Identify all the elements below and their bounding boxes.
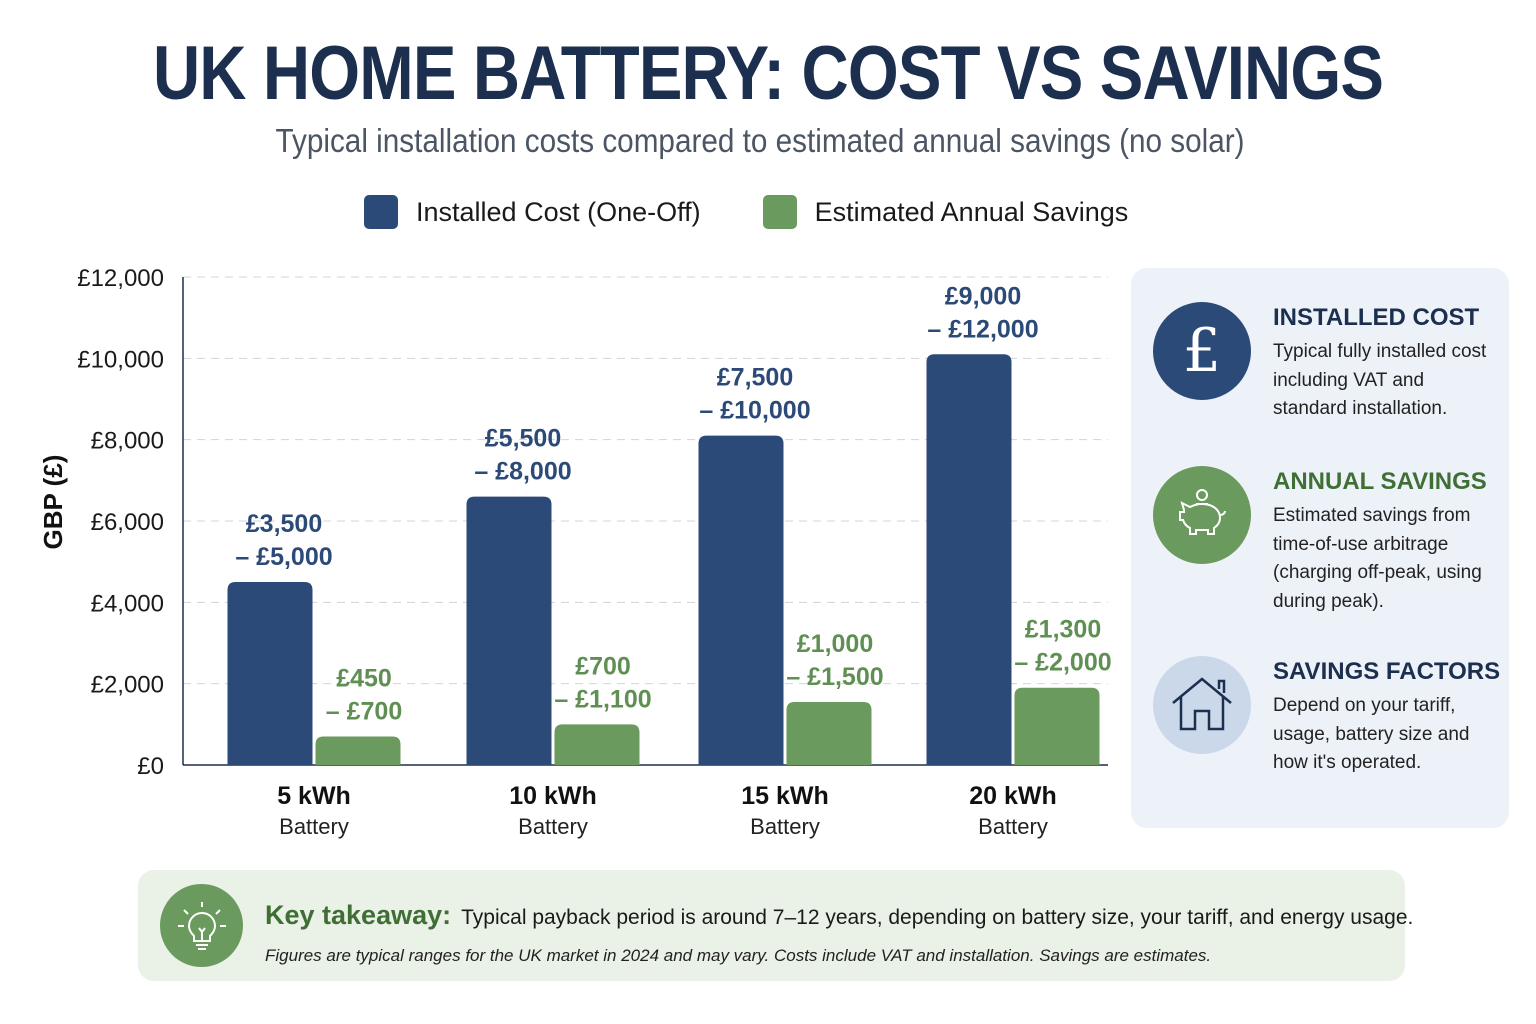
info-savings-factors: SAVINGS FACTORS Depend on your tariff, us… [1153,656,1503,778]
info-title: SAVINGS FACTORS [1273,658,1501,685]
x-tick-label: 15 kWh [741,782,829,810]
y-tick-label: £10,000 [77,346,164,373]
legend-swatch-cost [364,195,398,229]
legend-item-savings: Estimated Annual Savings [762,195,1129,229]
info-title: INSTALLED COST [1273,304,1480,331]
savings-data-label: – £700 [326,698,402,726]
x-tick-label: 20 kWh [969,782,1057,810]
info-text: Depend on your tariff, usage, battery si… [1273,695,1470,773]
cost-data-label: – £10,000 [699,397,810,425]
takeaway-body: Typical payback period is around 7–12 ye… [461,906,1414,929]
y-tick-label: £0 [137,753,164,780]
cost-data-label: £3,500 [246,510,322,538]
key-takeaway-box: Key takeaway: Typical payback period is a… [138,870,1413,981]
y-tick-label: £6,000 [91,509,164,536]
legend-item-cost: Installed Cost (One-Off) [364,195,701,229]
info-installed-cost: £ INSTALLED COST Typical fully installed … [1153,302,1503,424]
savings-bar [315,736,401,765]
x-tick-sublabel: Battery [279,814,349,839]
cost-data-label: £5,500 [485,425,561,453]
pound-icon: £ [1153,302,1251,400]
y-tick-label: £4,000 [91,590,164,617]
takeaway-note: Figures are typical ranges for the UK ma… [265,946,1212,965]
savings-data-label: – £1,100 [554,685,651,713]
cost-data-label: £7,500 [717,364,793,392]
x-tick-sublabel: Battery [978,814,1048,839]
y-tick-label: £12,000 [77,265,164,292]
legend-label-savings: Estimated Annual Savings [814,196,1129,227]
info-annual-savings: ANNUAL SAVINGS Estimated savings from tim… [1153,466,1503,616]
cost-bar [466,496,552,765]
savings-data-label: £1,000 [797,630,873,658]
takeaway-label: Key takeaway: [265,900,452,930]
savings-bar [786,701,872,765]
x-tick-label: 10 kWh [509,782,597,810]
info-panel: £ INSTALLED COST Typical fully installed … [1131,268,1509,828]
lightbulb-icon [160,884,243,967]
savings-data-label: – £2,000 [1014,649,1111,677]
y-tick-label: £8,000 [91,428,164,455]
cost-bar [227,582,313,765]
legend: Installed Cost (One-Off) Estimated Annua… [364,195,1190,229]
cost-bar [926,354,1012,765]
x-tick-sublabel: Battery [750,814,820,839]
savings-data-label: £700 [575,652,631,680]
bar-chart: £0 £2,000 £4,000 £6,000 £8,000 £10,000 £12,000… [38,265,1112,839]
takeaway-text: Key takeaway: Typical payback period is a… [265,900,1413,931]
house-icon [1153,656,1251,754]
info-text: Typical fully installed cost including V… [1273,341,1487,419]
cost-bar [698,435,784,765]
savings-data-label: – £1,500 [786,663,883,691]
y-axis-label: GBP (£) [38,455,68,550]
savings-data-label: £1,300 [1025,616,1101,644]
y-tick-label: £2,000 [91,672,164,699]
info-title: ANNUAL SAVINGS [1273,468,1487,495]
savings-bar [1014,687,1100,765]
info-text: Estimated savings from time-of-use arbit… [1273,505,1482,612]
page-title: UK HOME BATTERY: COST VS SAVINGS [152,31,1384,116]
savings-bar [554,724,640,765]
legend-swatch-savings [762,195,797,229]
cost-data-label: £9,000 [945,282,1021,310]
cost-data-label: – £8,000 [474,458,571,486]
cost-data-label: – £12,000 [927,315,1038,343]
x-tick-sublabel: Battery [518,814,588,839]
page-subtitle: Typical installation costs compared to e… [275,122,1245,159]
legend-label-cost: Installed Cost (One-Off) [416,196,701,227]
cost-data-label: – £5,000 [235,543,332,571]
piggy-bank-icon [1153,466,1251,564]
savings-data-label: £450 [336,665,392,693]
x-tick-label: 5 kWh [277,782,351,810]
